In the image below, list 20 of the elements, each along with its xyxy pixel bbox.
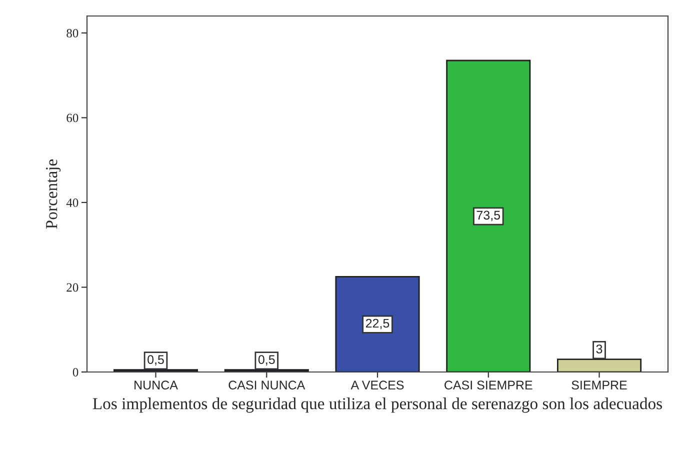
x-tick-label: CASI SIEMPRE	[444, 380, 532, 390]
x-tick-label: CASI NUNCA	[228, 380, 306, 390]
data-label: 0,5	[148, 355, 164, 366]
x-tick-label: NUNCA	[134, 380, 178, 390]
bar	[335, 276, 420, 372]
y-tick-label: 80	[66, 28, 78, 38]
y-tick-label: 20	[66, 283, 78, 292]
x-axis-title: Los implementos de seguridad que utiliza el personal de serenazgo son los adecuados	[92, 398, 662, 413]
y-tick-label: 40	[66, 198, 78, 207]
bar	[446, 60, 531, 372]
x-tick-label: A VECES	[350, 380, 404, 390]
y-axis-title: Porcentaje	[46, 159, 61, 229]
data-label: 73,5	[476, 210, 500, 222]
data-label: 0,5	[258, 355, 275, 366]
y-tick-label: 0	[72, 368, 78, 376]
bar	[556, 358, 642, 372]
data-label: 3	[596, 344, 602, 354]
x-tick-label: SIEMPRE	[572, 380, 627, 390]
y-tick-label: 60	[66, 114, 78, 122]
data-label: 22,5	[366, 318, 390, 330]
